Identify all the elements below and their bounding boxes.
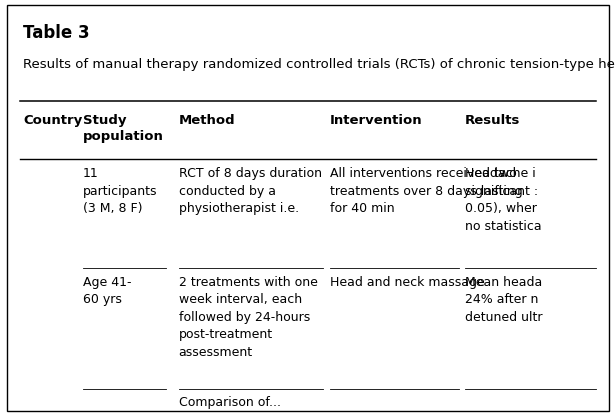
Text: Results: Results [465,114,521,127]
Text: Country: Country [23,114,83,127]
Text: Head and neck massage: Head and neck massage [330,276,484,289]
Text: Study
population: Study population [83,114,164,144]
Text: Mean heada
24% after n
detuned ultr: Mean heada 24% after n detuned ultr [465,276,543,324]
Text: Age 41-
60 yrs: Age 41- 60 yrs [83,276,132,306]
Text: RCT of 8 days duration
conducted by a
physiotherapist i.e.: RCT of 8 days duration conducted by a ph… [179,167,322,215]
Text: Headache i
significant :
0.05), wher
no statistica: Headache i significant : 0.05), wher no … [465,167,541,233]
Text: Comparison of...: Comparison of... [179,396,281,409]
FancyBboxPatch shape [7,5,609,411]
Text: Method: Method [179,114,235,127]
Text: All interventions received two
treatments over 8 days lasting
for 40 min: All interventions received two treatment… [330,167,522,215]
Text: Results of manual therapy randomized controlled trials (RCTs) of chronic tension: Results of manual therapy randomized con… [23,58,615,71]
Text: 11
participants
(3 M, 8 F): 11 participants (3 M, 8 F) [83,167,158,215]
Text: Table 3: Table 3 [23,24,90,42]
Text: 2 treatments with one
week interval, each
followed by 24-hours
post-treatment
as: 2 treatments with one week interval, eac… [179,276,317,359]
Text: Intervention: Intervention [330,114,422,127]
